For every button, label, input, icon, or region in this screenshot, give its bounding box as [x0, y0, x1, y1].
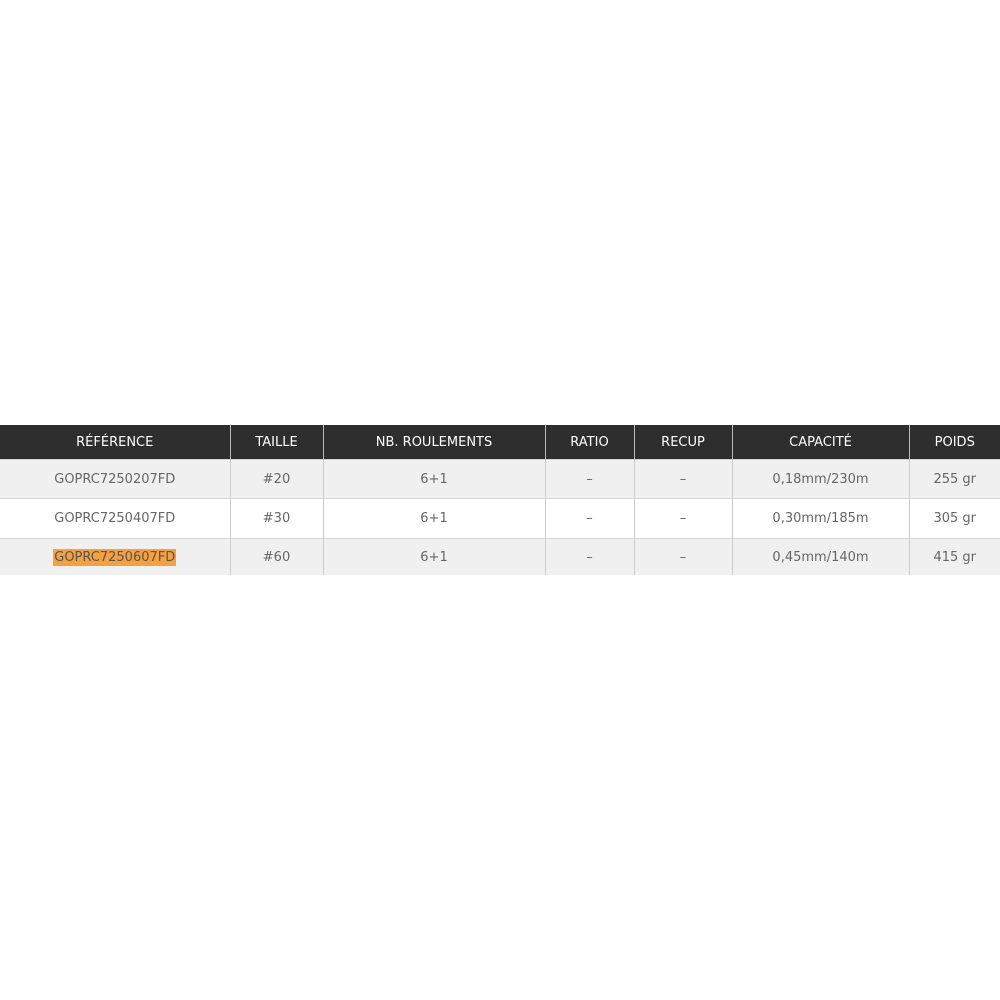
cell-text: #20	[262, 471, 291, 487]
header-ratio: RATIO	[544, 425, 634, 460]
cell-text: 0,18mm/230m	[772, 471, 869, 487]
cell-text: 6+1	[420, 549, 448, 565]
header-taille: TAILLE	[229, 425, 323, 460]
highlighted-reference: GOPRC7250607FD	[53, 548, 177, 566]
cell-poids: 255 gr	[908, 459, 1000, 499]
cell-roulements: 6+1	[322, 498, 545, 539]
cell-text: GOPRC7250207FD	[54, 471, 176, 487]
cell-roulements: 6+1	[322, 459, 545, 499]
cell-recup: –	[633, 538, 732, 575]
cell-roulements: 6+1	[322, 538, 545, 575]
header-row: RÉFÉRENCE TAILLE NB. ROULEMENTS RATIO RE…	[0, 425, 1000, 460]
cell-poids: 305 gr	[908, 498, 1000, 539]
cell-text: 6+1	[420, 511, 448, 526]
cell-capacite: 0,30mm/185m	[731, 498, 909, 539]
cell-text: –	[679, 511, 687, 526]
cell-ratio: –	[544, 498, 634, 539]
cell-text: –	[679, 549, 687, 565]
cell-text: –	[679, 471, 687, 487]
cell-text: 415 gr	[933, 549, 977, 565]
table-row: GOPRC7250407FD #30 6+1 – – 0,30mm/185m 305 gr	[0, 498, 1000, 539]
cell-text: GOPRC7250407FD	[54, 511, 176, 526]
product-spec-table: RÉFÉRENCE TAILLE NB. ROULEMENTS RATIO RE…	[0, 425, 1000, 575]
cell-text: 305 gr	[933, 511, 977, 526]
cell-reference: GOPRC7250407FD	[0, 498, 230, 539]
cell-text: 255 gr	[933, 471, 977, 487]
cell-text: –	[586, 471, 593, 487]
cell-poids: 415 gr	[908, 538, 1000, 575]
header-capacite: CAPACITÉ	[731, 425, 909, 460]
cell-taille: #20	[229, 459, 323, 499]
table-row: GOPRC7250207FD #20 6+1 – – 0,18mm/230m 255 gr	[0, 459, 1000, 499]
cell-text: –	[586, 511, 593, 526]
cell-capacite: 0,45mm/140m	[731, 538, 909, 575]
cell-reference: GOPRC7250607FD	[0, 538, 230, 575]
cell-taille: #30	[229, 498, 323, 539]
cell-text: #30	[262, 511, 291, 526]
cell-taille: #60	[229, 538, 323, 575]
cell-text: #60	[262, 549, 291, 565]
header-roulements: NB. ROULEMENTS	[322, 425, 545, 460]
cell-text: 0,30mm/185m	[772, 511, 869, 526]
cell-text: 6+1	[420, 471, 448, 487]
header-reference: RÉFÉRENCE	[0, 425, 230, 460]
cell-recup: –	[633, 459, 732, 499]
cell-reference: GOPRC7250207FD	[0, 459, 230, 499]
header-recup: RECUP	[633, 425, 732, 460]
cell-recup: –	[633, 498, 732, 539]
cell-capacite: 0,18mm/230m	[731, 459, 909, 499]
table-row: GOPRC7250607FD #60 6+1 – – 0,45mm/140m 415 gr	[0, 538, 1000, 575]
cell-text: 0,45mm/140m	[772, 549, 869, 565]
header-poids: POIDS	[908, 425, 1000, 460]
cell-ratio: –	[544, 459, 634, 499]
cell-text: –	[586, 549, 593, 565]
cell-ratio: –	[544, 538, 634, 575]
